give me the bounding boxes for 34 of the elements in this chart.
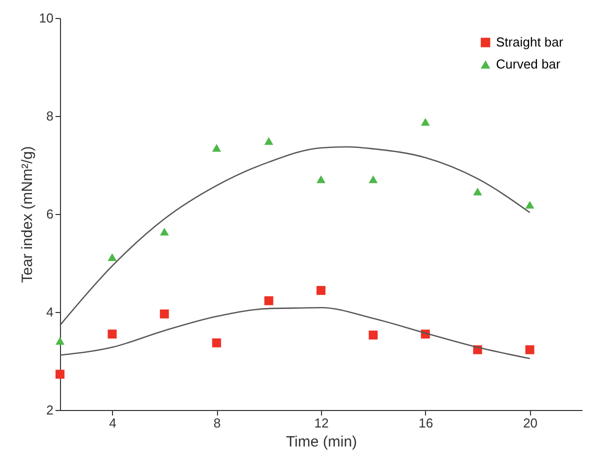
point — [212, 338, 222, 348]
point — [525, 345, 534, 354]
point — [108, 253, 117, 261]
point — [264, 137, 274, 145]
point — [420, 118, 430, 126]
point — [160, 309, 169, 318]
point — [56, 370, 64, 379]
point — [316, 286, 326, 295]
point — [368, 175, 378, 184]
y-tick-label: 2 — [46, 402, 54, 418]
x-tick-label: 4 — [109, 416, 116, 430]
x-axis-title: Time (min) — [286, 434, 358, 450]
legend-label: Straight bar — [496, 34, 564, 50]
y-axis-title: Tear index (mNm²/g) — [19, 146, 36, 283]
x-tick-label: 20 — [523, 416, 538, 430]
point — [108, 330, 117, 339]
point — [160, 228, 169, 236]
y-tick-label: 10 — [39, 10, 54, 26]
legend-label: Curved bar — [496, 56, 561, 72]
line-series — [59, 146, 530, 326]
line-series — [59, 306, 530, 360]
point — [212, 144, 222, 152]
point — [56, 337, 64, 345]
point — [473, 188, 482, 196]
y-tick-label: 6 — [46, 206, 54, 222]
x-tick-label: 12 — [314, 416, 329, 430]
y-tick-label: 8 — [46, 108, 54, 124]
y-tick-label: 4 — [46, 304, 54, 320]
point — [525, 200, 534, 209]
point — [368, 330, 378, 340]
point — [316, 175, 326, 184]
x-tick-label: 8 — [213, 416, 221, 430]
point — [264, 296, 274, 306]
x-tick-label: 16 — [418, 416, 434, 430]
